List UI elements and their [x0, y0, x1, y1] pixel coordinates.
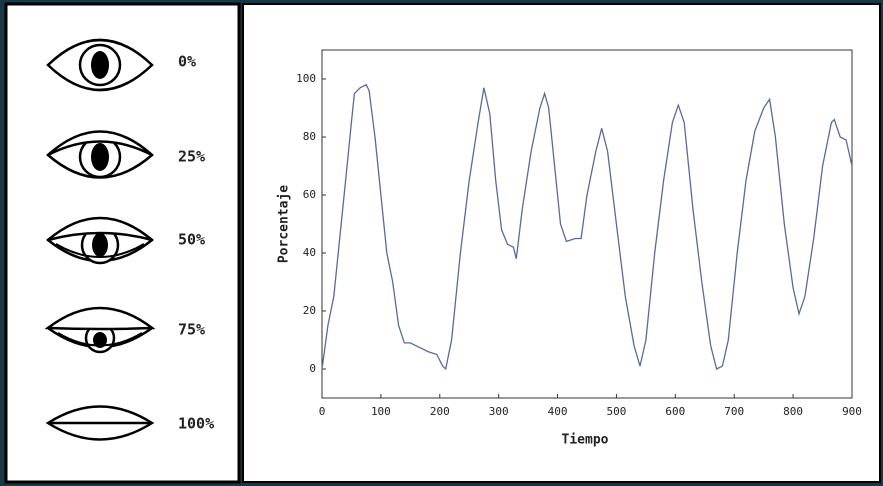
eye-0 — [46, 38, 154, 92]
y-tick-label: 80 — [303, 130, 316, 143]
eye-75 — [44, 306, 156, 354]
eye-label: 0% — [178, 53, 196, 71]
x-axis-title: Tiempo — [562, 433, 609, 448]
eye-100 — [45, 405, 155, 441]
x-tick-label: 0 — [319, 405, 326, 418]
y-tick-label: 60 — [303, 188, 316, 201]
x-tick-label: 600 — [665, 405, 685, 418]
x-tick-label: 400 — [548, 405, 568, 418]
eye-50 — [46, 216, 154, 265]
eye-label: 25% — [178, 148, 205, 166]
x-tick-label: 800 — [783, 405, 803, 418]
chart-panel — [242, 3, 881, 483]
x-tick-label: 100 — [371, 405, 391, 418]
x-tick-label: 900 — [842, 405, 862, 418]
y-axis-title: Porcentaje — [277, 185, 292, 263]
x-tick-label: 200 — [430, 405, 450, 418]
eye-label: 100% — [178, 415, 214, 433]
eye-label: 75% — [178, 321, 205, 339]
y-tick-label: 40 — [303, 246, 316, 259]
plot-frame — [321, 49, 853, 399]
x-tick-label: 700 — [724, 405, 744, 418]
x-tick-label: 500 — [607, 405, 627, 418]
y-tick-label: 0 — [309, 362, 316, 375]
y-tick-label: 100 — [296, 72, 316, 85]
eye-25 — [46, 130, 154, 179]
x-tick-label: 300 — [489, 405, 509, 418]
y-tick-label: 20 — [303, 304, 316, 317]
eye-label: 50% — [178, 231, 205, 249]
data-line — [321, 83, 853, 371]
